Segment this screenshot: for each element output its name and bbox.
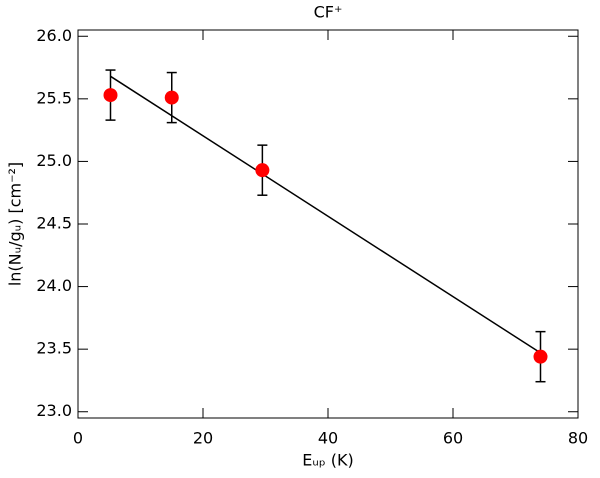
chart-title: CF⁺: [314, 3, 343, 22]
y-tick-label: 26.0: [36, 26, 72, 45]
y-tick-label: 23.5: [36, 339, 72, 358]
data-point: [533, 349, 548, 364]
x-tick-label: 0: [73, 429, 83, 448]
x-axis-label: Eᵤₚ (K): [302, 451, 354, 470]
y-tick-label: 23.0: [36, 401, 72, 420]
y-tick-label: 24.0: [36, 276, 72, 295]
y-tick-label: 25.5: [36, 88, 72, 107]
y-tick-label: 25.0: [36, 151, 72, 170]
data-point: [255, 163, 270, 178]
data-point: [164, 90, 179, 105]
fit-line: [110, 75, 541, 354]
plot-frame: [77, 29, 579, 419]
y-tick-label: 24.5: [36, 214, 72, 233]
data-point: [103, 88, 118, 103]
y-axis-label: ln(Nᵤ/gᵤ) [cm⁻²]: [6, 162, 25, 286]
x-tick-label: 60: [443, 429, 463, 448]
x-tick-label: 40: [318, 429, 338, 448]
x-tick-label: 20: [193, 429, 213, 448]
x-tick-label: 80: [568, 429, 588, 448]
